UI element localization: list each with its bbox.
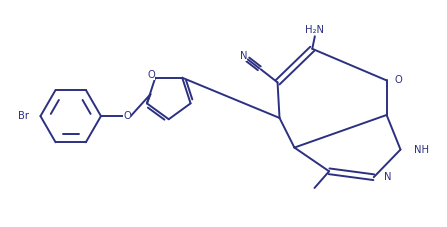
Text: O: O xyxy=(123,111,131,121)
Text: NH: NH xyxy=(413,145,429,155)
Text: O: O xyxy=(148,70,156,80)
Text: O: O xyxy=(394,75,402,85)
Text: N: N xyxy=(384,172,392,182)
Text: H₂N: H₂N xyxy=(305,25,325,35)
Text: N: N xyxy=(240,51,247,61)
Text: Br: Br xyxy=(18,111,29,121)
